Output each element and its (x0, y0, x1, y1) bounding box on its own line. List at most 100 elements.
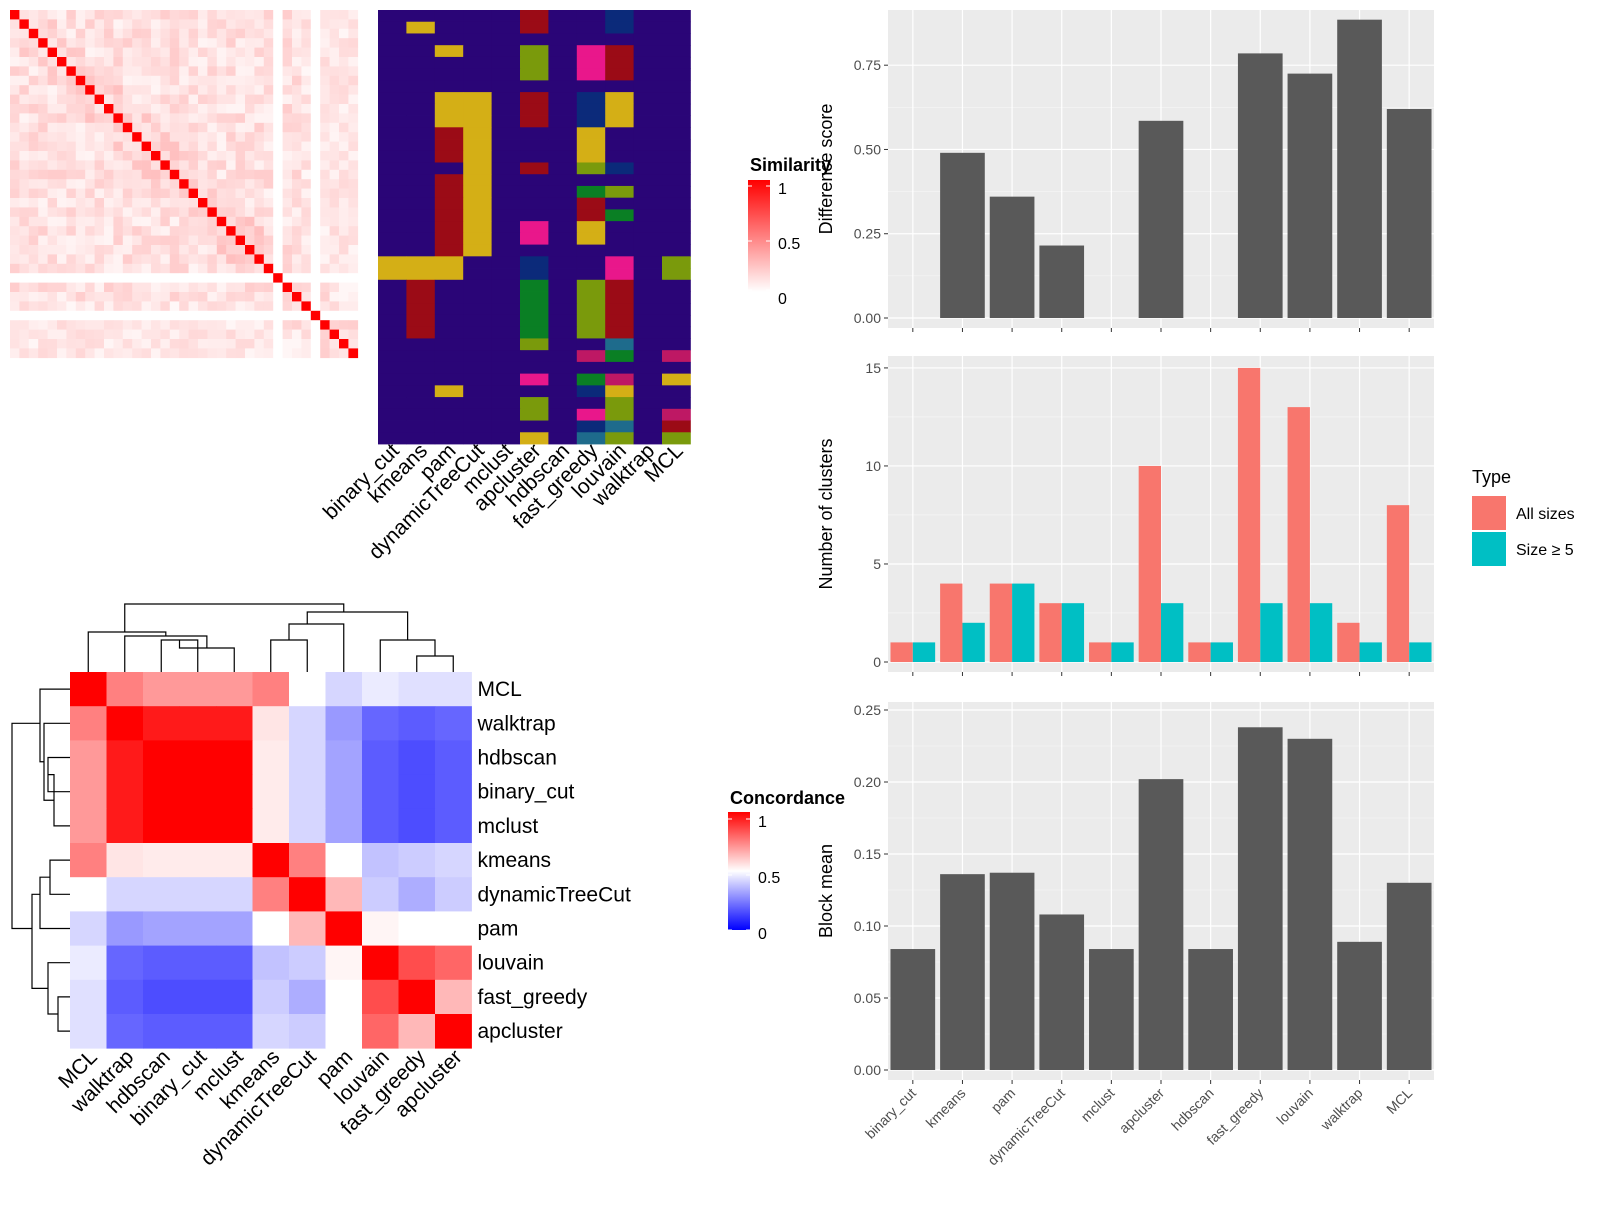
concordance-cell (70, 945, 107, 981)
assignment-cell (548, 232, 578, 245)
similarity-cell (122, 47, 133, 58)
similarity-cell (38, 329, 48, 340)
bar (1337, 941, 1382, 1070)
assignment-cell (491, 326, 521, 339)
similarity-cell (160, 320, 171, 330)
similarity-cell (10, 282, 20, 293)
similarity-cell (292, 282, 302, 293)
similarity-cell (19, 169, 30, 180)
similarity-cell (113, 339, 124, 349)
similarity-cell (85, 235, 95, 246)
similarity-legend-tick-1: 1 (778, 181, 787, 198)
assignment-cell (576, 103, 606, 116)
similarity-cell (141, 169, 152, 180)
similarity-cell (254, 207, 265, 218)
similarity-cell (179, 179, 189, 189)
similarity-cell (151, 292, 161, 302)
similarity-cell (75, 28, 86, 39)
similarity-cell (282, 122, 293, 133)
similarity-cell (320, 216, 330, 227)
similarity-cell (104, 235, 114, 246)
dendrogram-link (270, 639, 308, 672)
assignment-cell (605, 21, 634, 34)
dendrogram-link (124, 635, 208, 672)
similarity-cell (75, 57, 86, 67)
assignment-cell (378, 279, 407, 292)
similarity-cell (66, 160, 77, 171)
similarity-cell (348, 132, 359, 142)
similarity-cell (85, 47, 95, 58)
similarity-cell (122, 113, 133, 124)
similarity-cell (85, 320, 95, 330)
similarity-cell (301, 254, 312, 265)
dendrogram-link (11, 722, 40, 930)
similarity-cell (188, 19, 199, 30)
assignment-cell (378, 68, 407, 81)
similarity-cell (339, 320, 349, 330)
similarity-cell (339, 85, 349, 95)
concordance-cell (252, 979, 290, 1015)
similarity-cell (254, 38, 265, 48)
similarity-cell (169, 141, 180, 152)
assignment-cell (576, 21, 606, 34)
similarity-cell (141, 310, 152, 321)
similarity-cell (94, 310, 105, 321)
similarity-cell (339, 301, 349, 312)
similarity-cell (19, 28, 30, 39)
similarity-cell (94, 198, 105, 208)
assignment-cell (548, 33, 578, 46)
similarity-cell (216, 94, 227, 105)
similarity-cell (75, 85, 86, 95)
similarity-cell (329, 282, 340, 293)
assignment-cell (463, 56, 492, 70)
similarity-cell (85, 66, 95, 77)
assignment-cell (576, 162, 606, 175)
similarity-cell (226, 160, 236, 171)
x-tick-label: apcluster (1116, 1085, 1168, 1137)
concordance-cell (289, 740, 326, 775)
similarity-cell (57, 226, 67, 236)
assignment-cell (605, 56, 634, 70)
similarity-cell (301, 151, 312, 161)
assignment-cell (406, 232, 436, 245)
similarity-cell (94, 141, 105, 152)
similarity-cell (169, 263, 180, 274)
concordance-cell (325, 706, 363, 741)
similarity-cell (301, 348, 312, 359)
similarity-cell (38, 263, 48, 274)
similarity-cell (263, 160, 274, 171)
similarity-cell (216, 19, 227, 30)
similarity-cell (19, 66, 30, 77)
similarity-cell (273, 94, 283, 105)
similarity-cell (75, 310, 86, 321)
similarity-cell (104, 38, 114, 48)
similarity-cell (169, 301, 180, 312)
similarity-cell (273, 85, 283, 95)
similarity-cell (226, 132, 236, 142)
similarity-cell (169, 226, 180, 236)
similarity-cell (245, 94, 255, 105)
similarity-cell (235, 254, 246, 265)
similarity-cell (226, 10, 236, 20)
similarity-cell (38, 38, 48, 48)
similarity-cell (339, 207, 349, 218)
similarity-cell (329, 245, 340, 255)
similarity-cell (207, 320, 218, 330)
dendrogram-link (57, 996, 70, 1032)
concordance-cell (179, 979, 217, 1015)
similarity-cell (348, 179, 359, 189)
similarity-cell (10, 132, 20, 142)
similarity-cell (38, 179, 48, 189)
assignment-cell (633, 197, 663, 210)
similarity-cell (216, 254, 227, 265)
assignment-cell (434, 150, 464, 163)
concordance-cell (398, 808, 436, 844)
concordance-cell (325, 1014, 363, 1049)
assignment-cell (633, 361, 663, 375)
similarity-cell (320, 57, 330, 67)
similarity-cell (301, 198, 312, 208)
similarity-cell (226, 47, 236, 58)
similarity-cell (292, 263, 302, 274)
assignment-cell (378, 408, 407, 421)
assignment-cell (463, 10, 492, 23)
